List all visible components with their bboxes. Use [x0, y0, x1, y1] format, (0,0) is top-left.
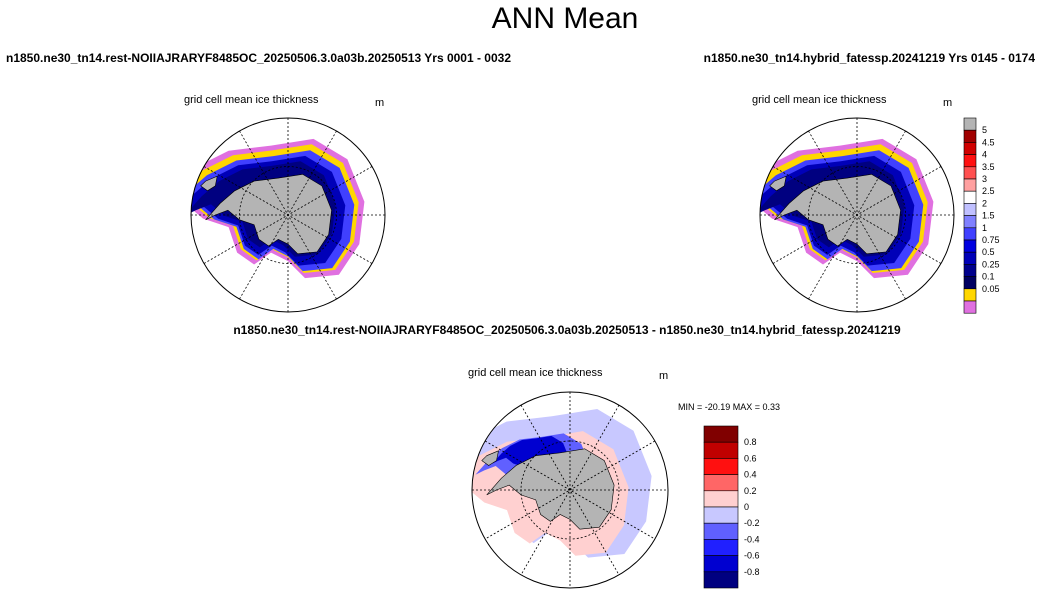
colorbar-swatch [703, 474, 739, 492]
colorbar-swatch [963, 166, 977, 180]
colorbar-label: 0.2 [744, 486, 757, 496]
colorbar-swatch [963, 129, 977, 143]
colorbar-swatch [963, 239, 977, 253]
colorbar-label: -0.8 [744, 567, 760, 577]
colorbar-swatch [703, 506, 739, 524]
colorbar-label: 1.5 [982, 211, 995, 221]
colorbar-swatch [703, 458, 739, 475]
colorbar-swatch [703, 522, 739, 540]
colorbar-label: 0.75 [982, 235, 1000, 245]
colorbar-label: 0.8 [744, 437, 757, 447]
map [760, 118, 954, 312]
longitude-line [484, 440, 656, 540]
colorbar-swatch [963, 276, 977, 290]
colorbar-swatch [963, 288, 977, 302]
colorbar-swatch [963, 264, 977, 277]
map [191, 118, 385, 312]
longitude-line [772, 166, 942, 264]
colorbar-swatch [703, 490, 739, 508]
south-america [200, 175, 218, 192]
colorbar-swatch [703, 555, 739, 573]
panel-units: m [659, 370, 668, 382]
colorbar-swatch [963, 203, 977, 216]
colorbar-swatch [963, 190, 977, 204]
colorbar-swatch [963, 142, 977, 155]
left-header: n1850.ne30_tn14.rest-NOIIAJRARYF8485OC_2… [6, 51, 511, 65]
colorbar-swatch [703, 425, 739, 443]
south-america [769, 175, 787, 192]
colorbar-swatch [703, 539, 739, 556]
panel-units: m [943, 97, 952, 109]
map [472, 392, 668, 588]
colorbar-swatch [963, 178, 977, 192]
colorbar-swatch [963, 251, 977, 265]
panel-label: grid cell mean ice thickness [468, 367, 603, 379]
map-border [759, 117, 955, 313]
colorbar-label: 4 [982, 150, 987, 160]
colorbar-label: 0 [744, 502, 749, 512]
colorbar-label: 1 [982, 223, 987, 233]
colorbar-swatch [963, 300, 977, 314]
colorbar-swatch [963, 154, 977, 168]
colorbar-label: 5 [982, 125, 987, 135]
colorbar-label: 0.5 [982, 247, 995, 257]
colorbar-swatch [703, 441, 739, 459]
colorbar-label: 0.4 [744, 470, 757, 480]
diff-stats: MIN = -20.19 MAX = 0.33 [678, 402, 780, 412]
panel-label: grid cell mean ice thickness [184, 94, 319, 106]
colorbar-label: 0.6 [744, 453, 757, 463]
colorbar-swatch [703, 571, 739, 589]
colorbar-label: 4.5 [982, 137, 995, 147]
colorbar-label: 3 [982, 174, 987, 184]
map-border [471, 391, 669, 589]
right-header: n1850.ne30_tn14.hybrid_fatessp.20241219 … [704, 51, 1036, 65]
colorbar-label: -0.2 [744, 518, 760, 528]
figure-title: ANN Mean [492, 2, 639, 35]
colorbar-label: -0.6 [744, 551, 760, 561]
colorbar-label: 2 [982, 198, 987, 208]
map-border [190, 117, 386, 313]
panel-label: grid cell mean ice thickness [752, 94, 887, 106]
longitude-line [203, 166, 373, 264]
diff-header: n1850.ne30_tn14.rest-NOIIAJRARYF8485OC_2… [233, 323, 901, 337]
panel-units: m [375, 97, 384, 109]
south-america [481, 450, 499, 466]
colorbar-swatch [963, 117, 977, 131]
colorbar-swatch [963, 215, 977, 229]
colorbar-label: 0.25 [982, 259, 1000, 269]
colorbar-label: -0.4 [744, 534, 760, 544]
colorbar-swatch [963, 227, 977, 241]
colorbar-label: 0.05 [982, 284, 1000, 294]
colorbar-label: 3.5 [982, 162, 995, 172]
colorbar-label: 2.5 [982, 186, 995, 196]
colorbar-label: 0.1 [982, 272, 995, 282]
